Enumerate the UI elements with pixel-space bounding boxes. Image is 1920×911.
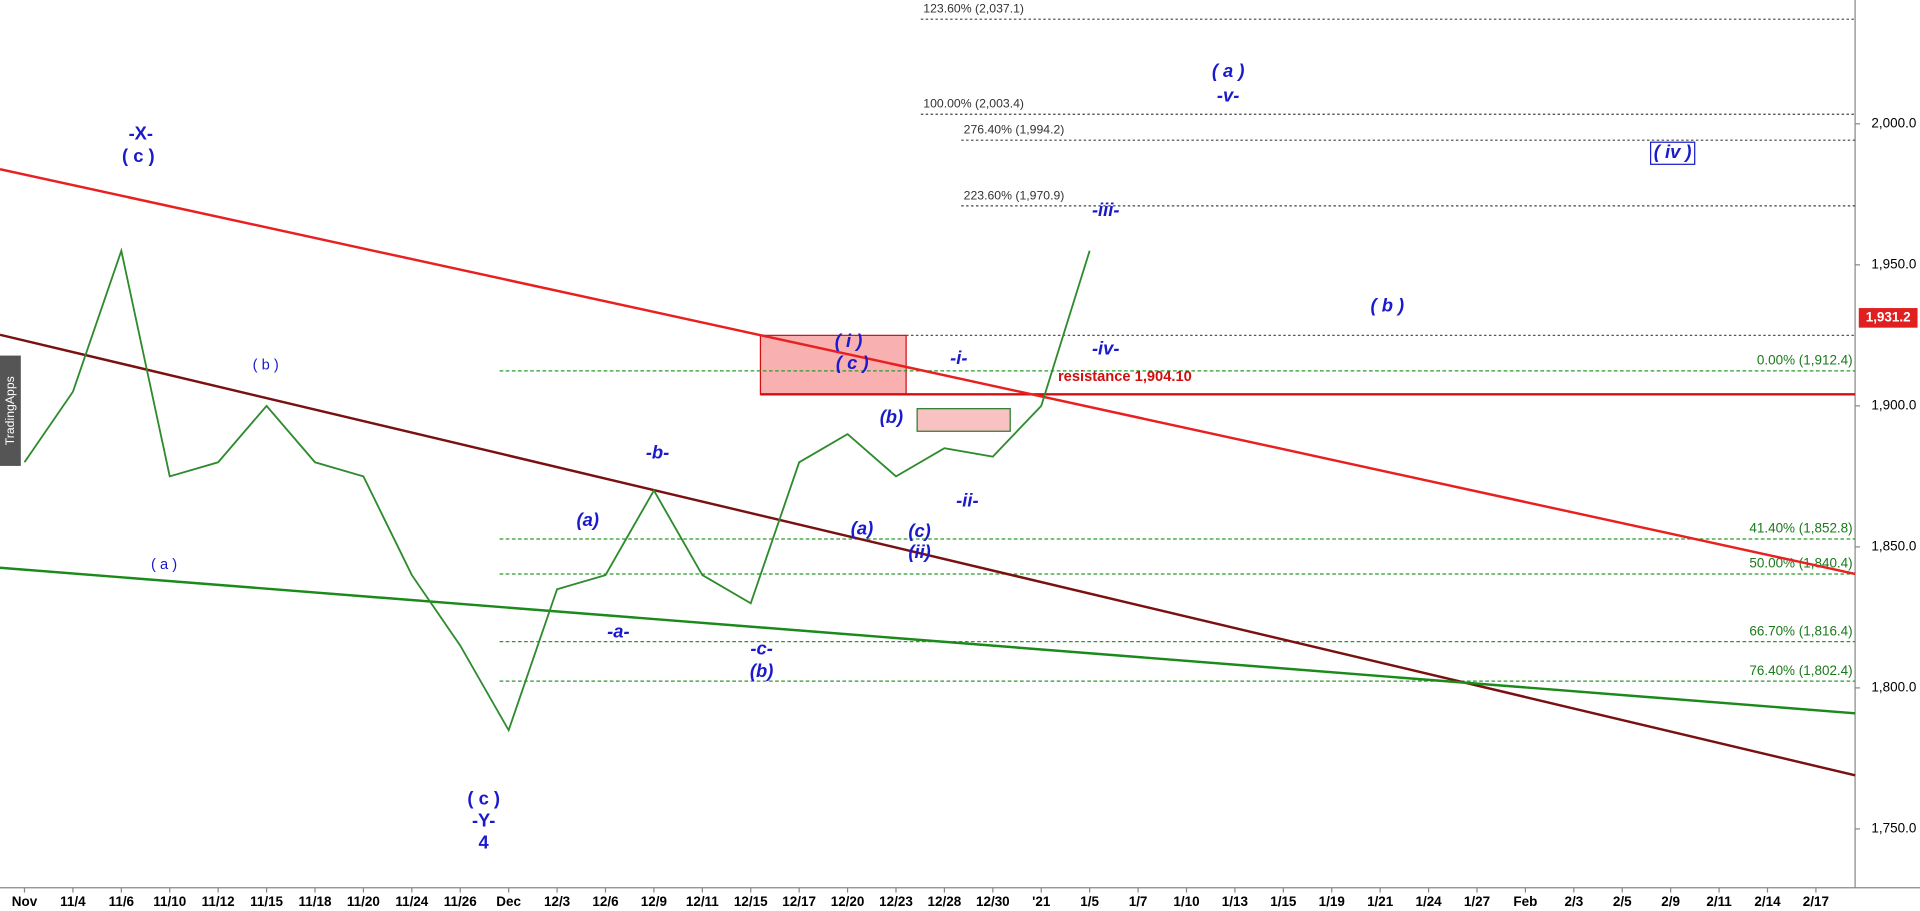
fib-label: 223.60% (1,970.9) [964, 188, 1065, 202]
wave-label: -iv- [1092, 337, 1120, 358]
x-tick-label: 1/7 [1129, 894, 1148, 909]
trendline [0, 333, 1856, 777]
x-tick-label: 12/17 [782, 894, 816, 909]
x-tick-label: 1/15 [1270, 894, 1297, 909]
last-price-label: 1,931.2 [1866, 309, 1911, 324]
y-tick-label: 1,900.0 [1871, 397, 1916, 412]
x-tick-label: 1/27 [1464, 894, 1490, 909]
x-tick-label: 11/15 [250, 894, 283, 909]
x-tick-label: 1/21 [1367, 894, 1394, 909]
wave-label: (ii) [908, 541, 930, 562]
fib-label: 276.40% (1,994.2) [964, 123, 1065, 137]
x-tick-label: 1/10 [1173, 894, 1199, 909]
x-tick-label: 2/5 [1613, 894, 1632, 909]
wave-label: -v- [1217, 85, 1239, 106]
wave-label: ( iv ) [1654, 141, 1692, 162]
y-tick-label: 1,800.0 [1871, 679, 1916, 694]
x-tick-label: 1/13 [1222, 894, 1248, 909]
x-tick-label: 11/4 [60, 894, 86, 909]
x-tick-label: 2/11 [1706, 894, 1732, 909]
wave-label: -iii- [1092, 199, 1120, 220]
watermark: TradingApps [3, 376, 17, 445]
wave-label: ( a ) [1212, 60, 1245, 81]
wave-label: ( i ) [835, 330, 863, 351]
fib-label: 123.60% (2,037.1) [923, 2, 1024, 16]
price-line [23, 247, 1091, 733]
x-tick-label: 1/5 [1080, 894, 1099, 909]
y-tick-label: 2,000.0 [1871, 115, 1916, 130]
wave-label: -Y- [472, 809, 495, 830]
x-tick-label: 12/30 [976, 894, 1010, 909]
small-zone [916, 408, 1011, 432]
x-tick-label: 2/9 [1661, 894, 1680, 909]
x-tick-label: Dec [496, 894, 521, 909]
x-tick-label: 11/18 [299, 894, 332, 909]
trendline [0, 566, 1856, 715]
x-tick-label: 11/6 [109, 894, 134, 909]
x-tick-label: 1/19 [1319, 894, 1345, 909]
last-price-box [1858, 308, 1918, 328]
x-tick-label: 11/26 [444, 894, 477, 909]
watermark-box [0, 355, 21, 466]
wave-label: (b) [750, 660, 773, 681]
x-tick-label: 11/20 [347, 894, 380, 909]
fib-label: 100.00% (2,003.4) [923, 97, 1024, 111]
x-tick-label: 2/3 [1564, 894, 1583, 909]
x-tick-label: 11/12 [202, 894, 235, 909]
wave-label: (a) [577, 509, 599, 530]
wave-label: (c) [908, 520, 930, 541]
x-tick-label: 2/17 [1803, 894, 1829, 909]
x-tick-label: 11/10 [153, 894, 186, 909]
wave-label: -a- [607, 621, 629, 642]
y-tick-label: 1,950.0 [1871, 256, 1916, 271]
wave-label: ( c ) [836, 352, 869, 373]
wave-label: (b) [880, 406, 903, 427]
x-tick-label: 12/28 [928, 894, 962, 909]
fib-label: 0.00% (1,912.4) [1757, 353, 1853, 368]
annotations: -X- ( c ) ( b ) ( a ) ( c ) -Y- 4 (a) -b… [122, 60, 1696, 852]
x-tick-label: 12/23 [879, 894, 913, 909]
wave-label: -ii- [956, 489, 978, 510]
wave-label: ( a ) [151, 557, 177, 573]
supply-zone [759, 334, 907, 396]
fib-label: 66.70% (1,816.4) [1749, 623, 1852, 638]
resistance-label: resistance 1,904.10 [1058, 369, 1192, 385]
x-tick-label: 11/24 [395, 894, 428, 909]
x-tick-label: 12/3 [544, 894, 570, 909]
x-tick-label: '21 [1032, 894, 1051, 909]
x-tick-label: 12/11 [686, 894, 719, 909]
wave-label: -i- [950, 347, 967, 368]
y-tick-label: 1,750.0 [1871, 820, 1916, 835]
x-tick-label: 12/6 [592, 894, 618, 909]
x-tick-label: 12/9 [641, 894, 667, 909]
y-tick-label: 1,850.0 [1871, 538, 1916, 553]
wave-label: -c- [750, 638, 772, 659]
x-tick-label: 2/14 [1754, 894, 1781, 909]
x-tick-label: Nov [12, 894, 38, 909]
fib-label: 76.40% (1,802.4) [1749, 663, 1852, 678]
x-tick-label: 1/24 [1415, 894, 1442, 909]
wave-label: -b- [646, 442, 669, 463]
wave-label: -X- [129, 123, 153, 144]
wave-label: ( b ) [1371, 294, 1405, 315]
trendline [0, 168, 1856, 576]
x-tick-label: 12/15 [734, 894, 768, 909]
x-tick-label: 12/20 [831, 894, 865, 909]
x-tick-label: Feb [1513, 894, 1537, 909]
wave-box [1650, 141, 1696, 165]
wave-label: (a) [851, 518, 873, 539]
fib-label: 41.40% (1,852.8) [1749, 521, 1852, 536]
wave-label: 4 [479, 831, 490, 852]
wave-label: ( b ) [253, 357, 279, 373]
wave-label: ( c ) [467, 787, 500, 808]
wave-label: ( c ) [122, 145, 155, 166]
